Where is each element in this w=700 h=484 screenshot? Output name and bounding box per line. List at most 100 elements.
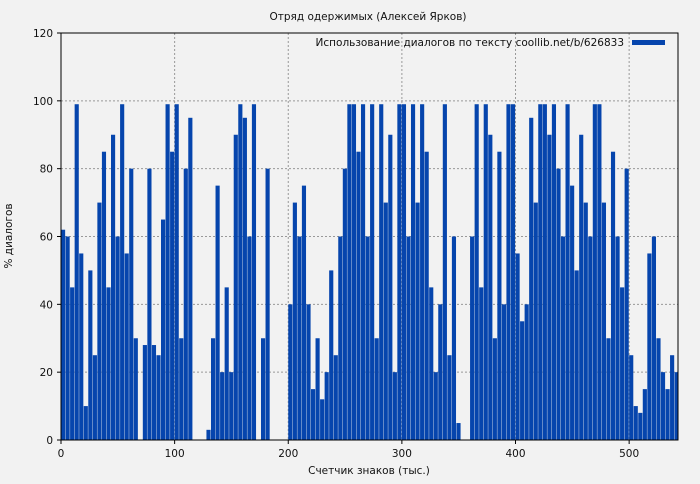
bar (70, 287, 75, 440)
bar (647, 253, 652, 440)
bar (247, 236, 252, 440)
bar (370, 104, 375, 440)
bar (210, 338, 216, 440)
y-tick-label: 40 (40, 299, 53, 311)
x-tick-label: 300 (392, 448, 412, 460)
bar (333, 355, 338, 440)
bar (442, 104, 447, 440)
x-tick-label: 500 (619, 448, 639, 460)
bar (397, 104, 402, 440)
bar (597, 104, 602, 440)
bar (451, 236, 457, 440)
y-axis-label: % диалогов (3, 203, 15, 268)
x-tick-label: 400 (505, 448, 525, 460)
bar (265, 168, 270, 440)
bar (470, 236, 475, 440)
bar (633, 406, 638, 440)
chart-title: Отряд одержимых (Алексей Ярков) (269, 11, 466, 23)
bar (110, 134, 116, 440)
bar (342, 168, 347, 440)
bar (170, 151, 175, 441)
ticks: 0 100 200 300 400 500 0 20 40 60 80 100 120 (33, 28, 639, 460)
bar (456, 423, 461, 440)
y-tick-label: 120 (33, 28, 53, 40)
bar (542, 104, 547, 440)
bar (347, 104, 352, 440)
bar (242, 117, 247, 441)
bar (670, 355, 675, 440)
bar (129, 168, 134, 440)
bar (124, 253, 129, 440)
bar (97, 202, 102, 440)
bar (156, 355, 161, 440)
bar (501, 304, 507, 440)
bar (220, 372, 225, 440)
bar (61, 229, 66, 440)
bar (447, 355, 452, 440)
bar (410, 104, 416, 440)
bar (301, 185, 307, 440)
bar (388, 134, 393, 440)
bar (324, 372, 329, 440)
bar (392, 372, 397, 440)
bar (374, 338, 379, 440)
y-tick-label: 60 (40, 232, 53, 244)
bar (556, 168, 561, 440)
bar (588, 236, 593, 440)
bar (151, 345, 157, 440)
bar (233, 134, 238, 440)
bar (74, 104, 79, 440)
bar (560, 236, 566, 440)
bar (338, 236, 343, 440)
x-tick-label: 0 (58, 448, 65, 460)
bar (188, 117, 193, 441)
bar (674, 372, 678, 440)
bar (320, 399, 325, 440)
bar (215, 185, 220, 440)
bar (574, 270, 579, 440)
bar (651, 236, 657, 440)
bar (297, 236, 302, 440)
bar (438, 304, 443, 440)
bar (506, 104, 511, 440)
bar (488, 134, 493, 440)
bar (629, 355, 634, 440)
bar (206, 429, 211, 440)
bar (83, 406, 88, 440)
bar (515, 253, 520, 440)
bar (638, 412, 643, 440)
bar (497, 151, 502, 441)
bar (656, 338, 661, 440)
bar (133, 338, 138, 440)
bar (88, 270, 93, 440)
bar (492, 338, 497, 440)
bar (179, 338, 184, 440)
bar (565, 104, 570, 440)
bar (538, 104, 543, 440)
bar (583, 202, 588, 440)
bar (306, 304, 311, 440)
bar (483, 104, 488, 440)
bar (401, 104, 407, 440)
bar (238, 104, 243, 440)
bar (520, 321, 525, 440)
bar (351, 104, 357, 440)
bar (165, 104, 170, 440)
bar (474, 104, 479, 440)
bar (379, 104, 384, 440)
bar (524, 304, 529, 440)
bar (120, 104, 125, 440)
bar (329, 270, 334, 440)
bar (160, 219, 166, 440)
bar (429, 287, 434, 440)
bar (115, 236, 120, 440)
bar (356, 151, 361, 441)
bar (615, 236, 620, 440)
bar (65, 236, 70, 440)
bar (224, 287, 229, 440)
x-tick-label: 100 (165, 448, 185, 460)
legend-label: Использование диалогов по тексту coollib… (316, 37, 624, 49)
bar (547, 134, 552, 440)
bars (61, 104, 678, 441)
